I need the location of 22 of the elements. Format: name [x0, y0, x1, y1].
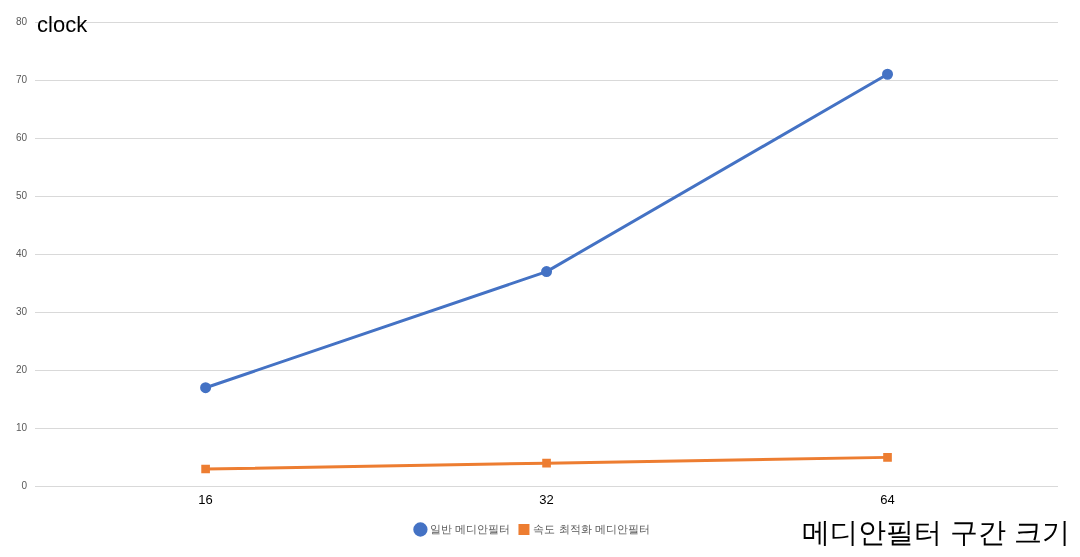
point [882, 68, 894, 80]
y-tick-label: 50 [16, 189, 28, 201]
y-tick-label: 70 [16, 73, 28, 85]
point [541, 266, 553, 278]
x-axis-title: 메디안필터 구간 크기 [802, 516, 1070, 548]
y-tick-label: 30 [16, 306, 28, 317]
legend-label: 속도 최적화 메디안필터 [533, 522, 650, 535]
y-tick-label: 10 [16, 422, 28, 434]
y-tick-label: 40 [16, 247, 28, 259]
y-tick-label: 60 [16, 131, 28, 143]
y-tick-label: 20 [16, 364, 28, 376]
legend-label: 일반 메디안필터 [429, 522, 510, 535]
point [542, 458, 551, 468]
y-tick-label: 80 [16, 15, 28, 27]
x-tick-label: 16 [198, 491, 213, 507]
point [201, 464, 210, 474]
y-axis-title: clock [37, 12, 89, 38]
x-tick-label: 32 [539, 491, 554, 507]
y-tick-label: 0 [21, 480, 28, 492]
x-tick-label: 64 [880, 491, 895, 507]
point [883, 453, 892, 462]
point [200, 382, 212, 394]
